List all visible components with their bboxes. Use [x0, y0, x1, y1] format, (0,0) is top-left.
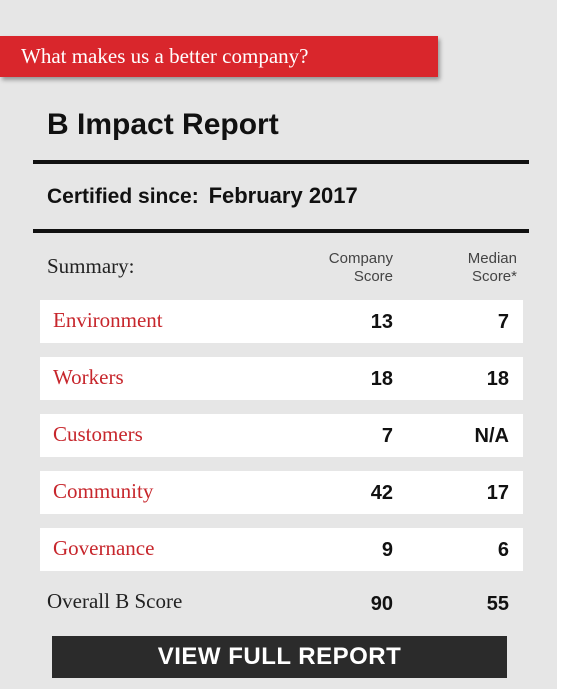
company-header-line1: Company: [328, 250, 393, 267]
overall-company-score: 90: [370, 593, 393, 615]
summary-label: Summary:: [47, 254, 135, 278]
median-header-line1: Median: [467, 250, 517, 267]
certified-date: February 2017: [208, 183, 358, 208]
banner-heading: What makes us a better company?: [0, 36, 438, 77]
overall-median-score: 55: [486, 593, 509, 615]
company-header-line2: Score: [353, 268, 393, 285]
score-row-environment: Environment 13 7: [40, 300, 523, 343]
median-score: N/A: [474, 425, 509, 447]
median-header-line2: Score*: [471, 268, 517, 285]
company-score-header: Company Score: [300, 250, 393, 286]
median-score: 18: [486, 368, 509, 390]
divider-bottom: [33, 229, 529, 233]
company-score: 42: [370, 482, 393, 504]
company-score: 7: [381, 425, 393, 447]
certified-label: Certified since:: [47, 185, 199, 208]
median-score: 6: [497, 539, 509, 561]
category-link-workers[interactable]: Workers: [53, 365, 124, 389]
median-score: 17: [486, 482, 509, 504]
category-link-governance[interactable]: Governance: [53, 536, 155, 560]
score-row-workers: Workers 18 18: [40, 357, 523, 400]
category-link-customers[interactable]: Customers: [53, 422, 143, 446]
company-score: 13: [370, 311, 393, 333]
report-title: B Impact Report: [47, 108, 279, 141]
score-row-community: Community 42 17: [40, 471, 523, 514]
certified-since: Certified since: February 2017: [47, 183, 358, 209]
company-score: 9: [381, 539, 393, 561]
overall-score-row: Overall B Score 90 55: [40, 585, 523, 621]
score-row-governance: Governance 9 6: [40, 528, 523, 571]
category-link-community[interactable]: Community: [53, 479, 154, 503]
company-score: 18: [370, 368, 393, 390]
view-full-report-button[interactable]: VIEW FULL REPORT: [52, 636, 507, 678]
median-score: 7: [497, 311, 509, 333]
overall-label: Overall B Score: [47, 589, 183, 613]
category-link-environment[interactable]: Environment: [53, 308, 163, 332]
score-row-customers: Customers 7 N/A: [40, 414, 523, 457]
median-score-header: Median Score*: [430, 250, 517, 286]
divider-top: [33, 160, 529, 164]
